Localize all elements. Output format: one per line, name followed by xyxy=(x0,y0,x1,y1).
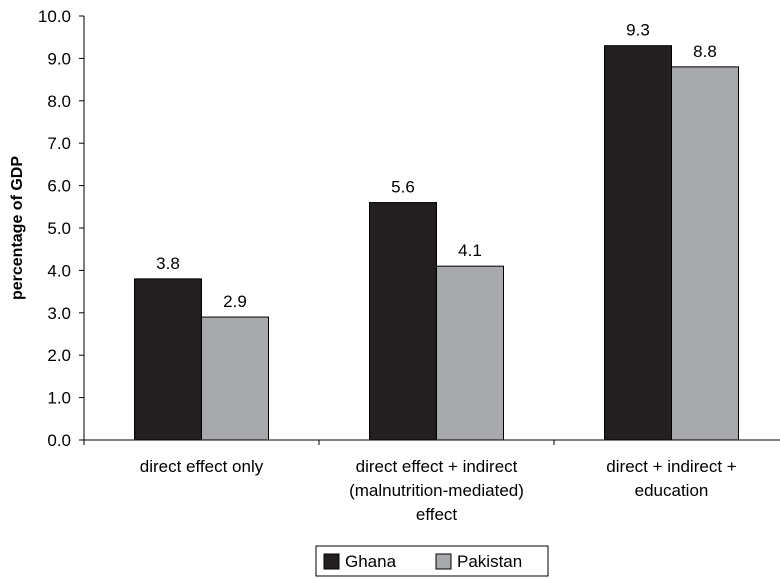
bar-pakistan xyxy=(436,265,504,441)
legend-swatch-ghana xyxy=(323,553,340,570)
y-axis-label: percentage of GDP xyxy=(9,156,26,300)
plot-area: 0.0 1.0 2.0 3.0 4.0 5.0 6.0 7.0 8.0 9.0 10.0 3.8 2.9… xyxy=(38,7,780,524)
x-category-label: education xyxy=(635,481,709,500)
y-tick-label: 2.0 xyxy=(47,346,71,365)
data-label: 2.9 xyxy=(223,292,247,311)
x-category-label: direct effect + indirect xyxy=(356,457,518,476)
y-tick-label: 9.0 xyxy=(47,49,71,68)
legend-label-ghana: Ghana xyxy=(345,552,397,571)
y-tick-label: 1.0 xyxy=(47,389,71,408)
y-tick-label: 6.0 xyxy=(47,177,71,196)
data-label: 3.8 xyxy=(156,254,180,273)
y-tick-label: 0.0 xyxy=(47,431,71,450)
data-label: 9.3 xyxy=(626,21,650,40)
legend-swatch-pakistan xyxy=(435,553,452,570)
y-tick-label: 3.0 xyxy=(47,304,71,323)
legend: Ghana Pakistan xyxy=(315,545,549,577)
bar-ghana xyxy=(134,278,202,441)
bar-pakistan xyxy=(201,316,269,441)
y-tick-label: 8.0 xyxy=(47,92,71,111)
y-tick-label: 5.0 xyxy=(47,219,71,238)
y-tick-label: 7.0 xyxy=(47,134,71,153)
data-label: 5.6 xyxy=(391,178,415,197)
y-tick-label: 10.0 xyxy=(38,7,71,26)
legend-label-pakistan: Pakistan xyxy=(457,552,522,571)
x-category-label: direct + indirect + xyxy=(606,457,736,476)
x-category-label: effect xyxy=(416,505,458,524)
bar-pakistan xyxy=(671,66,739,441)
bar-ghana xyxy=(369,202,437,441)
data-label: 4.1 xyxy=(458,241,482,260)
y-tick-label: 4.0 xyxy=(47,261,71,280)
x-category-label: direct effect only xyxy=(140,457,264,476)
x-category-label: (malnutrition-mediated) xyxy=(349,481,524,500)
data-label: 8.8 xyxy=(693,42,717,61)
bar-ghana xyxy=(604,45,672,441)
legend-box xyxy=(315,545,549,577)
